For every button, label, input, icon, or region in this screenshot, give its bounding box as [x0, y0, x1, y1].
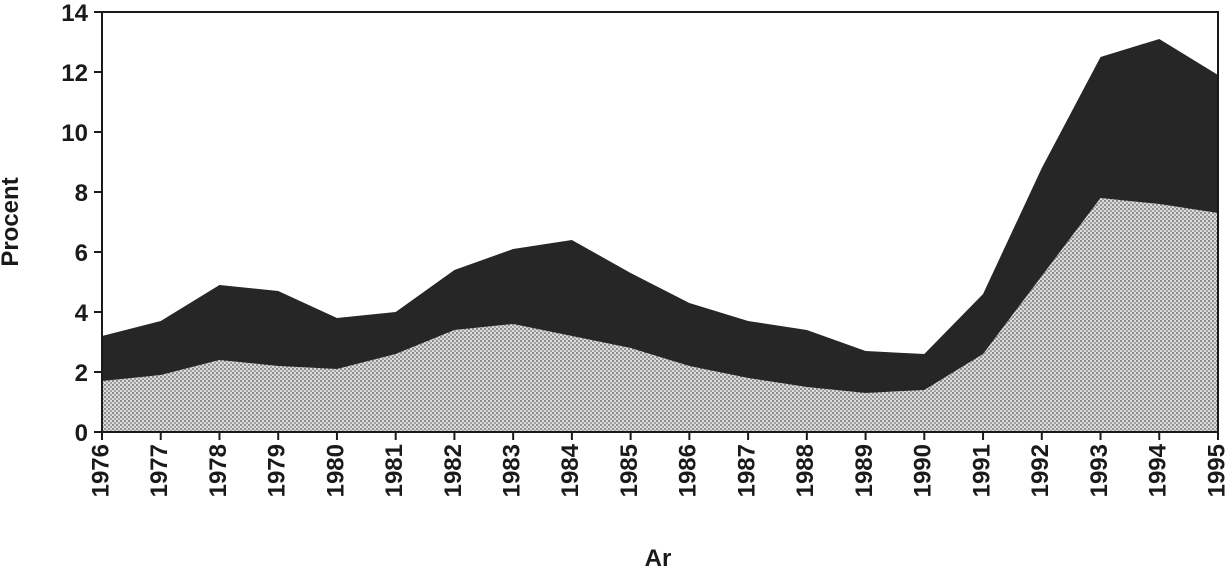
x-tick-label: 1985 — [616, 444, 643, 497]
y-tick-label: 12 — [61, 60, 88, 87]
x-tick-label: 1982 — [440, 444, 467, 497]
plot-frame — [101, 11, 1219, 433]
x-tick-label: 1991 — [968, 444, 995, 497]
x-tick-label: 1988 — [792, 444, 819, 497]
x-tick-label: 1979 — [264, 444, 291, 497]
y-tick-label: 6 — [75, 240, 88, 267]
y-tick-label: 10 — [61, 120, 88, 147]
x-tick-label: 1994 — [1145, 443, 1172, 497]
x-tick-label: 1993 — [1086, 444, 1113, 497]
y-tick-label: 0 — [75, 420, 88, 447]
y-tick-label: 14 — [61, 0, 88, 27]
x-axis-label: Ar — [645, 545, 672, 572]
x-tick-label: 1983 — [499, 444, 526, 497]
y-axis-label: Procent — [0, 177, 24, 266]
y-axis: 0 2 4 6 8 10 12 14 — [61, 0, 102, 447]
x-tick-label: 1980 — [322, 444, 349, 497]
y-tick-label: 2 — [75, 360, 88, 387]
x-tick-label: 1989 — [851, 444, 878, 497]
x-tick-label: 1990 — [910, 444, 937, 497]
x-tick-label: 1995 — [1203, 444, 1226, 497]
area-series-2 — [102, 39, 1218, 393]
plot-areas — [102, 39, 1218, 432]
x-tick-label: 1981 — [381, 444, 408, 497]
x-tick-label: 1987 — [733, 444, 760, 497]
x-tick-label: 1984 — [557, 443, 584, 497]
x-tick-label: 1977 — [146, 444, 173, 497]
y-tick-label: 4 — [75, 300, 89, 327]
x-axis: 1976 1977 1978 1979 1980 1981 1982 1983 1984 1985… — [87, 432, 1226, 497]
x-tick-label: 1986 — [675, 444, 702, 497]
x-tick-label: 1992 — [1027, 444, 1054, 497]
x-tick-label: 1978 — [205, 444, 232, 497]
area-series-1 — [102, 198, 1218, 432]
x-tick-label: 1976 — [87, 444, 114, 497]
y-tick-label: 8 — [75, 180, 88, 207]
